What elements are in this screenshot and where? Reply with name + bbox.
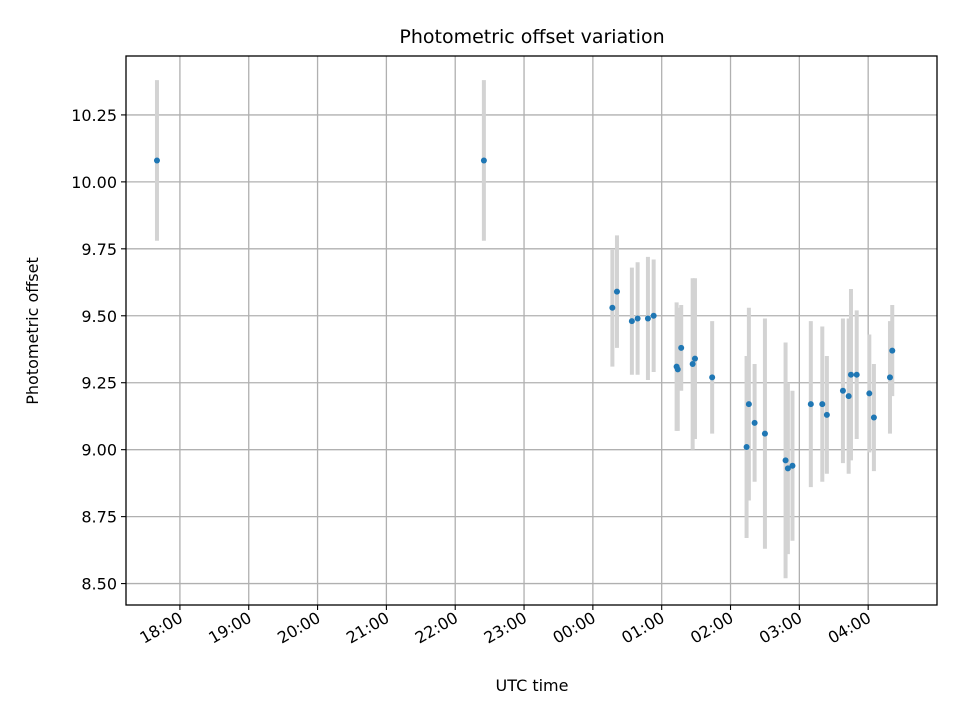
y-axis-label: Photometric offset (23, 257, 42, 405)
x-tick-label: 04:00 (825, 608, 874, 648)
y-tick-label: 9.00 (81, 441, 117, 460)
data-point (782, 457, 789, 464)
data-point (709, 374, 716, 381)
data-point (839, 387, 846, 394)
data-point (789, 462, 796, 469)
data-point (691, 355, 698, 362)
data-point (823, 411, 830, 418)
data-point (674, 366, 681, 373)
data-point (678, 344, 685, 351)
x-tick-label: 01:00 (618, 608, 667, 648)
data-point (886, 374, 893, 381)
data-point (853, 371, 860, 378)
x-tick-label: 18:00 (136, 608, 185, 648)
y-tick-label: 10.25 (71, 106, 117, 125)
data-point (847, 371, 854, 378)
chart-title: Photometric offset variation (399, 26, 664, 48)
y-tick-label: 8.50 (81, 575, 117, 594)
y-tick-label: 8.75 (81, 508, 117, 527)
x-tick-label: 19:00 (205, 608, 254, 648)
x-tick-label: 00:00 (549, 608, 598, 648)
data-point (745, 401, 752, 408)
data-point (634, 315, 641, 322)
y-tick-label: 9.50 (81, 307, 117, 326)
data-point (751, 419, 758, 426)
data-point (644, 315, 651, 322)
x-tick-label: 21:00 (343, 608, 392, 648)
x-tick-label: 03:00 (756, 608, 805, 648)
data-point (889, 347, 896, 354)
y-axis: 8.50 8.75 9.00 9.25 9.50 9.75 10.00 10.25 (71, 106, 126, 594)
x-tick-label: 20:00 (274, 608, 323, 648)
grid-layer (126, 56, 937, 605)
data-point (650, 312, 657, 319)
data-point (870, 414, 877, 421)
x-tick-label: 23:00 (481, 608, 530, 648)
x-tick-label: 02:00 (687, 608, 736, 648)
data-point (609, 304, 616, 311)
point-layer (153, 157, 896, 472)
data-point (480, 157, 487, 164)
y-tick-label: 10.00 (71, 173, 117, 192)
data-point (845, 393, 852, 400)
data-point (153, 157, 160, 164)
data-point (784, 465, 791, 472)
data-point (807, 401, 814, 408)
plot-frame (125, 55, 938, 606)
data-point (613, 288, 620, 295)
data-point (819, 401, 826, 408)
x-axis: 18:00 19:00 20:00 21:00 22:00 23:00 00:00 01:00… (136, 605, 874, 648)
y-tick-label: 9.75 (81, 240, 117, 259)
x-axis-label: UTC time (496, 676, 569, 695)
data-point (761, 430, 768, 437)
data-point (743, 443, 750, 450)
data-point (689, 360, 696, 367)
data-point (628, 318, 635, 325)
y-tick-label: 9.25 (81, 374, 117, 393)
data-point (866, 390, 873, 397)
x-tick-label: 22:00 (412, 608, 461, 648)
